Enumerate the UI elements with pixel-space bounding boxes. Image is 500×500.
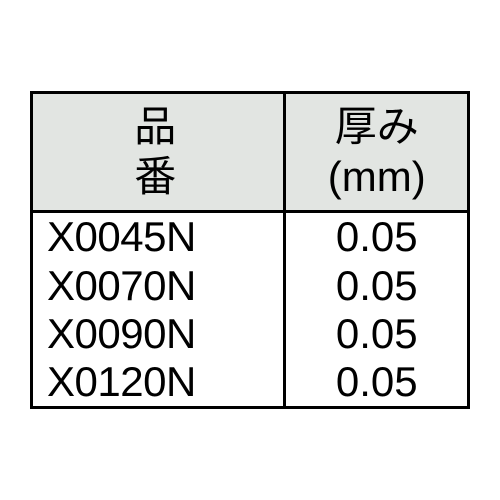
cell-part: X0045N xyxy=(32,212,285,262)
cell-thickness: 0.05 xyxy=(285,262,469,310)
table-row: X0090N 0.05 xyxy=(32,310,469,358)
spec-table: 品番 厚み (mm) X0045N 0.05 X0070N 0.05 X0090… xyxy=(30,91,470,410)
table-row: X0070N 0.05 xyxy=(32,262,469,310)
cell-part: X0070N xyxy=(32,262,285,310)
header-thickness: 厚み (mm) xyxy=(285,92,469,212)
header-thickness-line2: (mm) xyxy=(328,153,426,200)
header-row: 品番 厚み (mm) xyxy=(32,92,469,212)
spec-table-container: 品番 厚み (mm) X0045N 0.05 X0070N 0.05 X0090… xyxy=(30,91,470,410)
header-part-number: 品番 xyxy=(32,92,285,212)
cell-thickness: 0.05 xyxy=(285,310,469,358)
cell-thickness: 0.05 xyxy=(285,358,469,408)
table-row: X0045N 0.05 xyxy=(32,212,469,262)
cell-part: X0090N xyxy=(32,310,285,358)
cell-thickness: 0.05 xyxy=(285,212,469,262)
table-body: X0045N 0.05 X0070N 0.05 X0090N 0.05 X012… xyxy=(32,212,469,408)
cell-part: X0120N xyxy=(32,358,285,408)
table-row: X0120N 0.05 xyxy=(32,358,469,408)
header-thickness-line1: 厚み xyxy=(335,103,419,150)
